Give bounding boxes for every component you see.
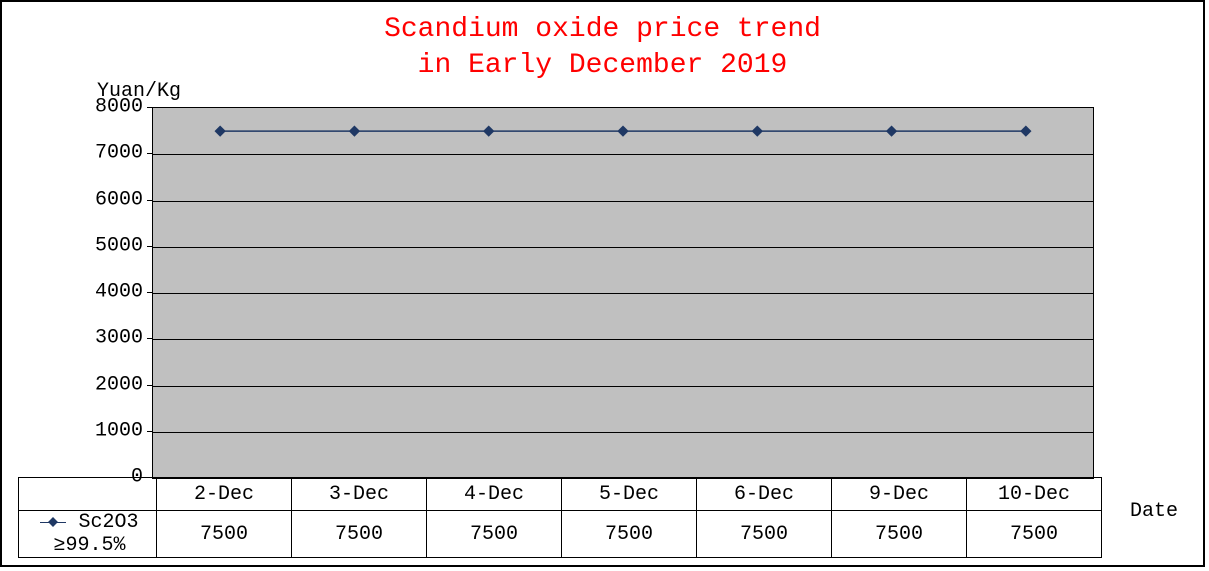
date-cell: 9-Dec (832, 478, 967, 511)
data-table: 2-Dec 3-Dec 4-Dec 5-Dec 6-Dec 9-Dec 10-D… (18, 477, 1102, 558)
legend-cell: Sc2O3 ≥99.5% (19, 511, 157, 558)
value-cell: 7500 (832, 511, 967, 558)
table-row-dates: 2-Dec 3-Dec 4-Dec 5-Dec 6-Dec 9-Dec 10-D… (19, 478, 1102, 511)
table-row-values: Sc2O3 ≥99.5% 7500 7500 7500 7500 7500 75… (19, 511, 1102, 558)
y-tick-label: 2000 (63, 373, 143, 396)
chart-title: Scandium oxide price trend in Early Dece… (2, 2, 1203, 85)
date-cell: 4-Dec (427, 478, 562, 511)
y-tick-label: 6000 (63, 188, 143, 211)
date-cell: 6-Dec (697, 478, 832, 511)
date-cell: 10-Dec (967, 478, 1102, 511)
y-tick-label: 1000 (63, 419, 143, 442)
y-tick-label: 8000 (63, 96, 143, 119)
value-cell: 7500 (157, 511, 292, 558)
value-cell: 7500 (427, 511, 562, 558)
chart-frame: Scandium oxide price trend in Early Dece… (0, 0, 1205, 567)
x-axis-label: Date (1130, 500, 1178, 523)
y-tick-label: 4000 (63, 281, 143, 304)
title-line-2: in Early December 2019 (418, 50, 788, 81)
y-tick-label: 3000 (63, 327, 143, 350)
y-tick-label: 7000 (63, 142, 143, 165)
line-series (153, 108, 1093, 478)
value-cell: 7500 (292, 511, 427, 558)
title-line-1: Scandium oxide price trend (384, 14, 821, 45)
date-cell: 3-Dec (292, 478, 427, 511)
value-cell: 7500 (562, 511, 697, 558)
plot-area (152, 107, 1094, 479)
value-cell: 7500 (697, 511, 832, 558)
date-cell: 2-Dec (157, 478, 292, 511)
value-cell: 7500 (967, 511, 1102, 558)
diamond-line-icon (40, 517, 66, 527)
legend-blank-cell (19, 478, 157, 511)
y-tick-label: 5000 (63, 234, 143, 257)
date-cell: 5-Dec (562, 478, 697, 511)
